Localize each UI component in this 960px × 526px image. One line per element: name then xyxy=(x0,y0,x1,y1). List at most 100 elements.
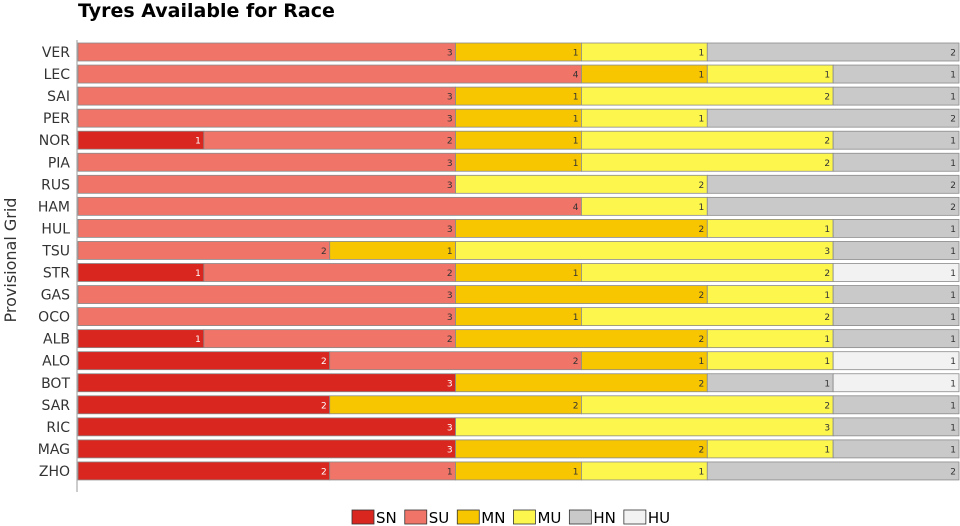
data-label: 1 xyxy=(195,137,201,147)
bar-segment xyxy=(455,263,582,282)
data-label: 1 xyxy=(573,115,579,125)
y-axis-label: Provisional Grid xyxy=(1,198,20,323)
y-tick-label: ALO xyxy=(42,354,70,370)
bar-segment xyxy=(329,351,582,371)
bar-segment xyxy=(455,174,708,194)
data-label: 1 xyxy=(447,247,453,257)
data-label: 2 xyxy=(950,203,956,213)
legend-label: MN xyxy=(481,509,505,526)
bar-segment xyxy=(832,395,960,415)
data-label: 3 xyxy=(447,115,453,125)
bar-segment xyxy=(329,241,456,260)
bar-segment xyxy=(832,218,960,238)
bar-segment xyxy=(832,241,960,260)
data-label: 1 xyxy=(573,269,579,279)
legend: SN SU MN MU HN HU xyxy=(351,509,670,526)
y-tick-label: SAI xyxy=(47,89,70,105)
data-label: 1 xyxy=(950,269,956,279)
bar-segment xyxy=(706,461,960,481)
legend-swatch xyxy=(623,509,647,525)
bar-segment xyxy=(832,373,960,393)
data-label: 2 xyxy=(950,49,956,59)
data-label: 1 xyxy=(824,71,830,81)
data-label: 1 xyxy=(950,71,956,81)
data-label: 2 xyxy=(447,137,453,147)
bar-segment xyxy=(455,42,582,62)
bar-segment xyxy=(77,64,582,84)
bar-segment xyxy=(581,196,708,216)
data-label: 3 xyxy=(447,49,453,59)
data-label: 1 xyxy=(573,49,579,59)
data-label: 1 xyxy=(950,291,956,301)
data-label: 3 xyxy=(824,423,830,433)
data-label: 1 xyxy=(950,137,956,147)
data-label: 1 xyxy=(950,93,956,103)
data-label: 1 xyxy=(950,423,956,433)
data-label: 1 xyxy=(950,401,956,411)
data-label: 1 xyxy=(950,445,956,455)
bar-segment xyxy=(832,263,960,282)
data-label: 2 xyxy=(447,335,453,345)
data-label: 2 xyxy=(699,379,705,389)
data-label: 3 xyxy=(447,445,453,455)
y-ticks-group: VER LEC SAI PER NOR PIA RUS HAM HUL TSU STR GAS OCO A… xyxy=(38,45,71,480)
legend-swatch xyxy=(456,509,480,525)
bar-segment xyxy=(581,307,834,327)
data-label: 1 xyxy=(699,467,705,477)
legend-swatch xyxy=(513,509,536,525)
data-label: 2 xyxy=(824,313,830,323)
bar-segment xyxy=(77,329,205,349)
data-label: 2 xyxy=(699,445,705,455)
bar-segment xyxy=(77,439,456,459)
data-label: 1 xyxy=(195,269,201,279)
y-tick-label: MAG xyxy=(38,442,70,458)
data-label: 2 xyxy=(699,225,705,235)
data-label: 1 xyxy=(195,335,201,345)
legend-swatch xyxy=(568,509,592,525)
bar-segment xyxy=(455,417,834,437)
data-label: 2 xyxy=(824,137,830,147)
bar-segment xyxy=(832,64,960,84)
bar-segment xyxy=(832,86,960,106)
bar-segment xyxy=(832,329,960,349)
bar-segment xyxy=(77,42,456,62)
data-label: 1 xyxy=(950,313,956,323)
bar-segment xyxy=(706,64,834,84)
bar-segment xyxy=(77,373,456,393)
data-label: 1 xyxy=(950,335,956,345)
bar-segment xyxy=(77,218,456,238)
data-label: 1 xyxy=(950,225,956,235)
data-label: 3 xyxy=(447,313,453,323)
data-label: 1 xyxy=(950,379,956,389)
bar-segment xyxy=(77,307,456,327)
data-label: 1 xyxy=(699,49,705,59)
data-label: 1 xyxy=(824,225,830,235)
bar-segment xyxy=(706,439,834,459)
bar-segment xyxy=(455,218,708,238)
data-label: 1 xyxy=(699,71,705,81)
bar-segment xyxy=(329,461,456,481)
y-tick-label: HUL xyxy=(41,221,70,237)
y-tick-label: ALB xyxy=(43,332,70,348)
data-label: 3 xyxy=(447,181,453,191)
bar-segment xyxy=(77,351,331,371)
bar-segment xyxy=(706,218,834,238)
data-label: 2 xyxy=(573,401,579,411)
data-label: 1 xyxy=(699,203,705,213)
bar-segment xyxy=(581,263,834,282)
legend-swatch xyxy=(351,509,375,525)
data-label: 1 xyxy=(824,357,830,367)
data-label: 1 xyxy=(824,379,830,389)
bar-segment xyxy=(581,108,708,128)
data-label: 3 xyxy=(824,247,830,257)
bar-segment xyxy=(455,152,582,172)
bar-segment xyxy=(706,351,834,371)
y-tick-label: NOR xyxy=(39,133,70,149)
bar-segment xyxy=(77,461,331,481)
data-label: 2 xyxy=(824,269,830,279)
bar-segment xyxy=(77,241,331,260)
bar-segment xyxy=(706,108,960,128)
chart-title: Tyres Available for Race xyxy=(78,0,335,22)
y-tick-label: PER xyxy=(43,111,70,127)
